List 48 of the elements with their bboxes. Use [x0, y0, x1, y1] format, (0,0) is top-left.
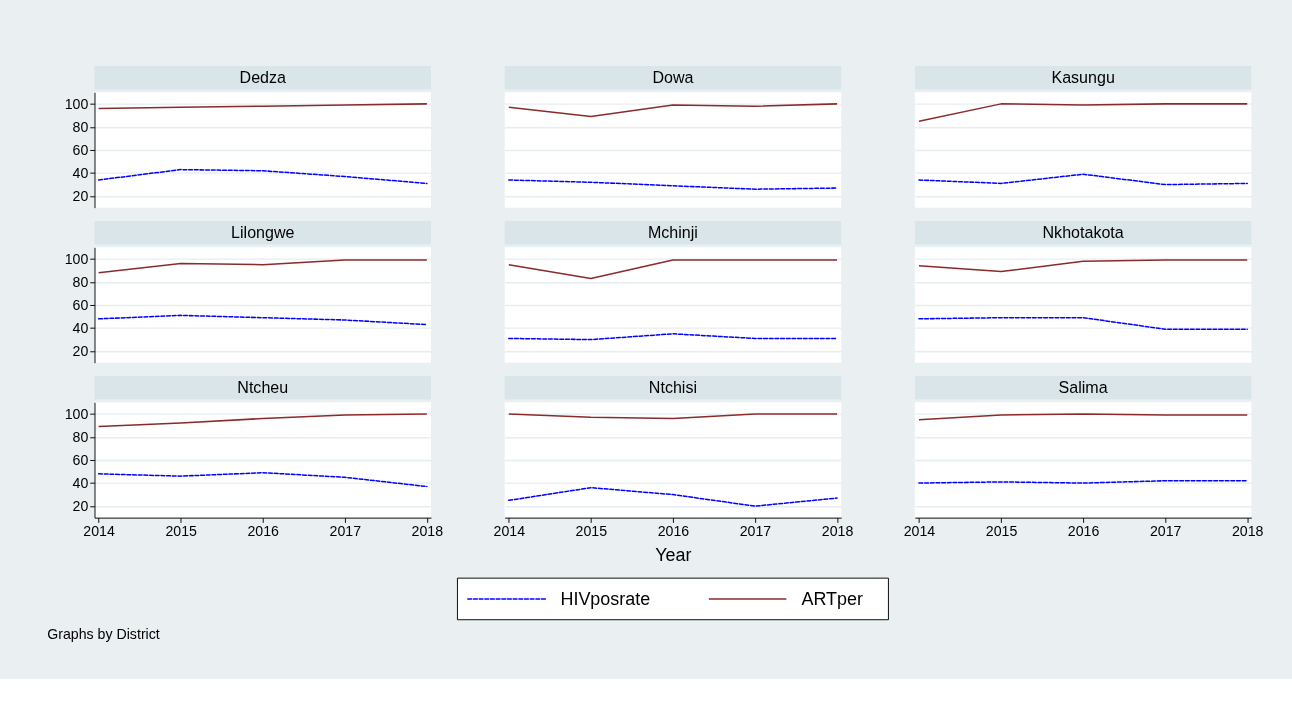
x-tick-label: 2014: [493, 523, 526, 540]
y-tick-label: 20: [72, 188, 89, 205]
chart-title: Dedza: [239, 67, 287, 86]
x-tick-label: 2015: [575, 523, 608, 540]
x-tick-label: 2017: [329, 523, 362, 540]
y-tick-label: 100: [64, 96, 89, 113]
y-tick-label: 100: [64, 406, 89, 423]
line-series: [97, 168, 428, 185]
y-tick-label: 40: [72, 475, 89, 492]
y-tick-label: 80: [72, 119, 89, 136]
x-tick-label: 2018: [821, 523, 854, 540]
line-series: [97, 413, 428, 428]
x-tick-label: 2017: [1149, 523, 1182, 540]
chart-title: Dowa: [652, 67, 694, 86]
legend-label: HIVposrate: [560, 588, 651, 609]
text: Graphs by District: [47, 625, 160, 642]
x-tick-label: 2018: [1231, 523, 1264, 540]
chart-title: Lilongwe: [231, 222, 295, 241]
x-tick-label: 2018: [411, 523, 444, 540]
chart-title: Kasungu: [1051, 67, 1115, 86]
y-tick-label: 20: [72, 498, 89, 515]
x-tick-label: 2014: [903, 523, 936, 540]
chart-title: Ntcheu: [237, 377, 289, 396]
x-axis-title: Year: [655, 544, 692, 565]
y-tick-label: 60: [72, 142, 89, 159]
x-tick-label: 2016: [1067, 523, 1100, 540]
y-tick-label: 60: [72, 452, 89, 469]
x-tick-label: 2015: [165, 523, 198, 540]
x-tick-label: 2015: [985, 523, 1018, 540]
legend-label: ARTper: [801, 588, 863, 609]
line-series: [97, 471, 428, 488]
chart-title: Mchinji: [647, 222, 698, 241]
line-series: [97, 314, 428, 326]
chart-title: Ntchisi: [648, 377, 698, 396]
x-tick-label: 2017: [739, 523, 772, 540]
line-series: [97, 259, 428, 274]
y-tick-label: 100: [64, 251, 89, 268]
y-tick-label: 40: [72, 165, 89, 182]
y-tick-label: 40: [72, 320, 89, 337]
y-tick-label: 20: [72, 343, 89, 360]
x-tick-label: 2016: [657, 523, 690, 540]
x-tick-label: 2014: [83, 523, 115, 540]
y-tick-label: 80: [72, 429, 89, 446]
chart-title: Salima: [1058, 377, 1108, 396]
chart-title: Nkhotakota: [1042, 222, 1124, 241]
y-tick-label: 80: [72, 274, 89, 291]
x-tick-label: 2016: [247, 523, 280, 540]
y-tick-label: 60: [72, 297, 89, 314]
